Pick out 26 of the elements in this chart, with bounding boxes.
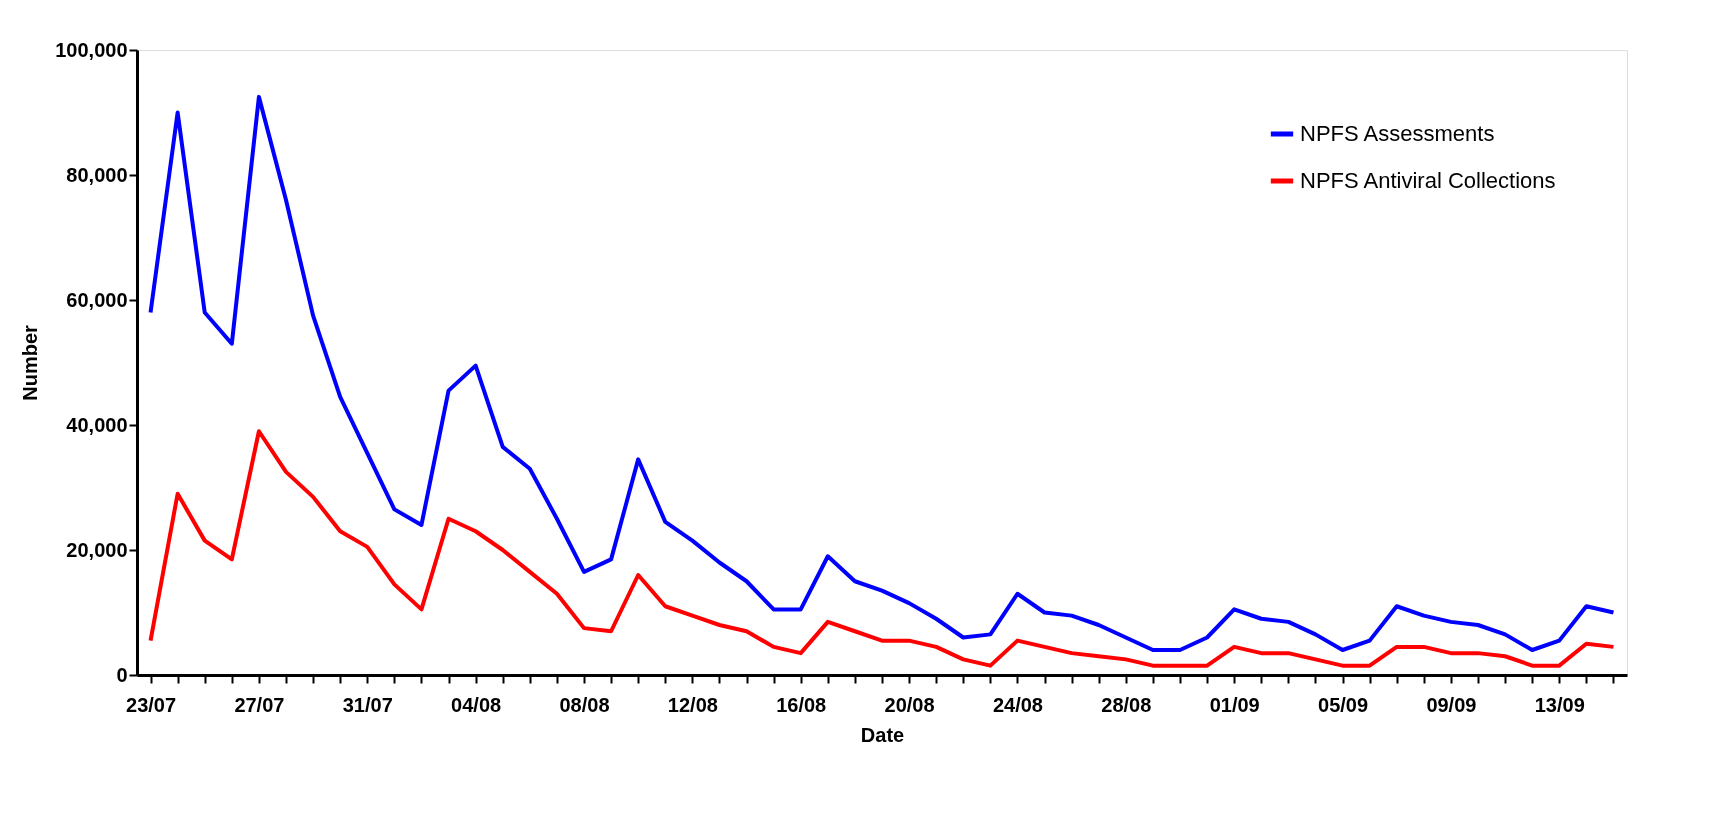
x-tick-label: 27/07 [234,693,285,716]
x-tick-label: 13/09 [1534,693,1585,716]
y-tick-label: 20,000 [66,538,128,561]
x-tick-label: 12/08 [667,693,718,716]
x-axis-title: Date [860,723,905,746]
y-tick-label: 80,000 [66,163,128,186]
line-series [148,94,1616,652]
x-tick-label: 05/09 [1318,693,1369,716]
x-tick-label: 01/09 [1209,693,1260,716]
y-tick-label: 60,000 [66,288,128,311]
x-tick-label: 04/08 [451,693,502,716]
y-tick-label: 100,000 [55,38,128,61]
y-tick-label: 0 [116,663,128,686]
x-tick-label: 24/08 [992,693,1043,716]
y-axis-title: Number [19,325,42,401]
x-tick-label: 16/08 [776,693,827,716]
y-tick-label: 40,000 [66,413,128,436]
legend-label: NPFS Antiviral Collections [1300,168,1556,193]
line-series [148,429,1616,668]
x-tick-label: 23/07 [126,693,177,716]
x-tick-label: 20/08 [884,693,935,716]
x-tick-label: 09/09 [1426,693,1477,716]
x-tick-label: 31/07 [342,693,393,716]
x-tick-label: 28/08 [1101,693,1152,716]
x-tick-label: 08/08 [559,693,610,716]
legend-label: NPFS Assessments [1300,121,1495,146]
